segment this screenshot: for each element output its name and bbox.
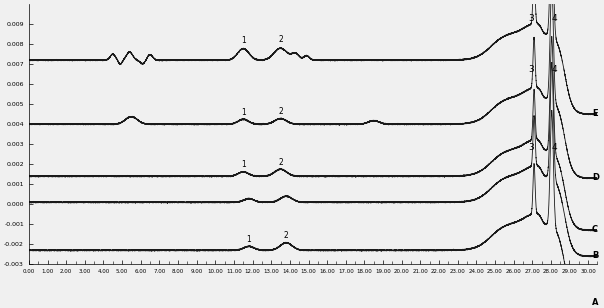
Text: 2: 2	[278, 35, 283, 44]
Text: 1: 1	[246, 235, 251, 244]
Text: 1: 1	[241, 160, 246, 169]
Text: 3: 3	[528, 65, 534, 74]
Text: 4: 4	[551, 65, 557, 74]
Text: 3: 3	[528, 14, 534, 23]
Text: 1: 1	[241, 36, 246, 45]
Text: 2: 2	[278, 107, 283, 116]
Text: B: B	[592, 251, 598, 260]
Text: 4: 4	[551, 14, 557, 23]
Text: 2: 2	[284, 231, 289, 240]
Text: 3: 3	[528, 143, 534, 152]
Text: 4: 4	[551, 143, 557, 152]
Text: E: E	[592, 109, 597, 118]
Text: 2: 2	[278, 158, 283, 167]
Text: A: A	[592, 298, 599, 307]
Text: 1: 1	[241, 108, 246, 117]
Text: D: D	[592, 173, 599, 182]
Text: C: C	[592, 225, 598, 234]
